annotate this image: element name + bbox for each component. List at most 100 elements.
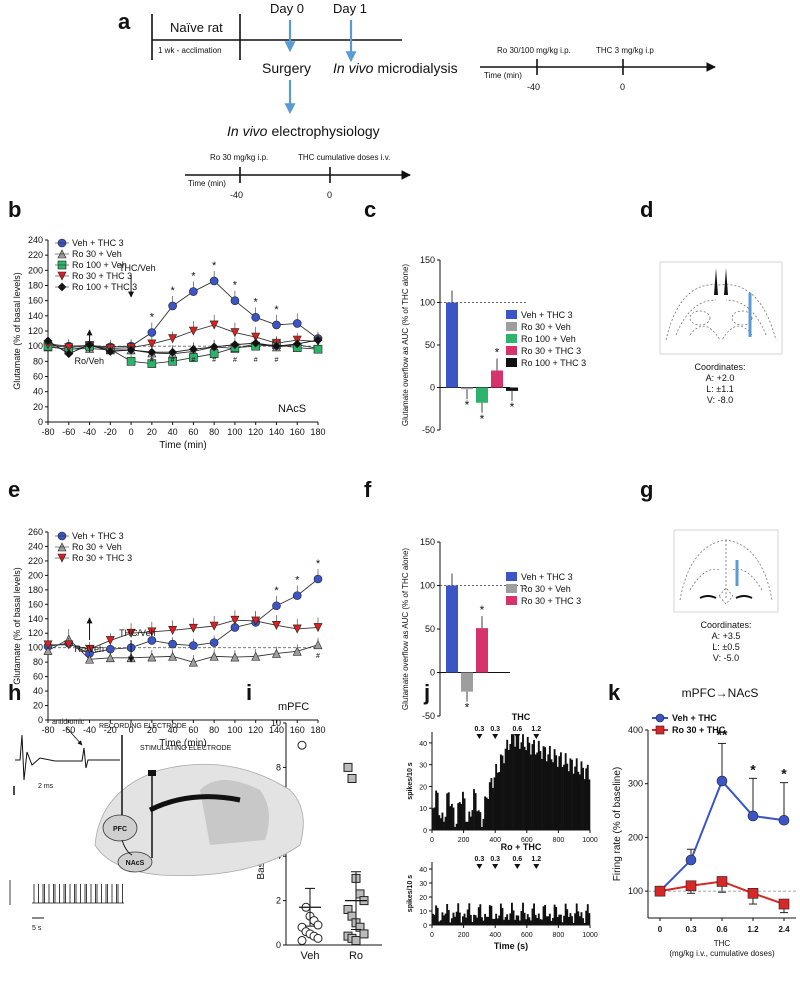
data-point bbox=[359, 929, 369, 939]
histogram-bin bbox=[501, 907, 504, 925]
histogram-bin bbox=[583, 922, 586, 925]
md-time-label: Time (min) bbox=[484, 71, 522, 80]
day0-label: Day 0 bbox=[270, 1, 304, 16]
bar bbox=[446, 302, 458, 388]
histogram-bin bbox=[522, 902, 524, 925]
histogram-bin bbox=[556, 917, 559, 925]
histogram-bin bbox=[454, 826, 456, 830]
histogram-bin bbox=[544, 904, 547, 925]
data-point bbox=[147, 652, 157, 662]
x-tick-label: -80 bbox=[41, 427, 54, 437]
x-tick-label: -20 bbox=[104, 427, 117, 437]
histogram-bin bbox=[563, 915, 566, 925]
legend-swatch bbox=[506, 572, 517, 581]
bar bbox=[476, 387, 488, 403]
histogram-bin bbox=[525, 919, 528, 925]
data-point bbox=[168, 357, 177, 366]
y-tick-label: 0 bbox=[276, 940, 281, 950]
dose-label: 0.6 bbox=[512, 726, 522, 733]
dose-label: 1.2 bbox=[531, 856, 541, 863]
histogram-bin bbox=[583, 779, 586, 830]
data-point bbox=[147, 339, 157, 349]
chart-f: -50 0 50 100 150 Glutamate overflow as AUC (%… bbox=[401, 537, 581, 721]
histogram-bin bbox=[548, 745, 551, 830]
y-tick-label: 400 bbox=[628, 725, 643, 735]
histogram-bin bbox=[463, 913, 466, 925]
data-point bbox=[778, 898, 790, 910]
chart-c: -50 0 50 100 150 Glutamate overflow as AUC (%… bbox=[401, 255, 586, 435]
histogram-bin bbox=[588, 913, 591, 925]
data-point bbox=[209, 638, 219, 647]
y-axis-title: Glutamate overflow as AUC (% of THC alon… bbox=[401, 264, 410, 426]
y-tick-label: 0 bbox=[430, 668, 435, 678]
fiber-tract bbox=[148, 794, 241, 813]
histogram-bin bbox=[492, 918, 494, 925]
x-tick-label: 0 bbox=[129, 427, 134, 437]
histogram-bin bbox=[493, 918, 496, 925]
histogram-bin bbox=[504, 917, 507, 925]
y-tick-label: 20 bbox=[33, 701, 43, 711]
data-point bbox=[251, 313, 260, 322]
histogram-bin bbox=[504, 748, 507, 830]
y-axis-title: spikes/10 s bbox=[407, 762, 414, 799]
data-point bbox=[230, 340, 240, 350]
sig-star: * bbox=[480, 603, 485, 617]
histogram-bin bbox=[548, 913, 551, 925]
sig-star: * bbox=[316, 558, 321, 570]
dose-label: 0.6 bbox=[512, 856, 522, 863]
region-label: NAcS bbox=[278, 403, 306, 415]
sig-star: * bbox=[510, 400, 515, 414]
recording-label: RECORDING ELECTRODE bbox=[99, 723, 187, 730]
histogram-bin bbox=[446, 903, 449, 925]
histogram-bin bbox=[441, 812, 444, 830]
dose-marker bbox=[476, 864, 483, 869]
legend-swatch bbox=[506, 334, 517, 343]
x-tick-label: 800 bbox=[553, 932, 565, 939]
histogram-bin bbox=[569, 758, 572, 830]
histogram-bin bbox=[435, 905, 438, 925]
legend-label: Veh + THC 3 bbox=[72, 531, 124, 541]
histogram-bin bbox=[553, 749, 556, 830]
histogram-bin bbox=[529, 754, 532, 830]
region-label: mPFC bbox=[278, 701, 309, 713]
histogram-bin bbox=[518, 920, 521, 925]
histogram-bin bbox=[541, 758, 543, 830]
bar bbox=[476, 628, 488, 673]
y-tick-label: 150 bbox=[420, 537, 435, 547]
x-tick-label: 20 bbox=[147, 725, 157, 735]
y-tick-label: 220 bbox=[28, 556, 43, 566]
histogram-bin bbox=[552, 762, 554, 830]
data-point bbox=[209, 320, 219, 330]
panel-letter-j: j bbox=[423, 680, 430, 705]
y-axis-title: spikes/10 s bbox=[407, 875, 414, 912]
data-point bbox=[168, 651, 178, 661]
histogram-bin bbox=[575, 903, 578, 925]
legend-swatch bbox=[506, 596, 517, 605]
y-tick-label: 10 bbox=[419, 909, 427, 916]
y-tick-label: 20 bbox=[419, 784, 427, 791]
data-point bbox=[188, 657, 198, 667]
bar bbox=[491, 370, 503, 388]
sig-star: * bbox=[465, 398, 470, 412]
data-point bbox=[747, 887, 759, 899]
coord-v-g: V: -5.0 bbox=[713, 653, 739, 663]
projection-arrow bbox=[121, 839, 133, 856]
histogram-bin bbox=[511, 734, 513, 830]
histogram-bin bbox=[443, 915, 445, 925]
histogram-bin bbox=[454, 916, 456, 925]
histogram-bin bbox=[488, 905, 491, 925]
scale-5s: 5 s bbox=[32, 925, 42, 932]
chart-e: 020406080100120140160180200220240260-80-… bbox=[12, 527, 326, 749]
histogram-bin bbox=[449, 806, 452, 830]
histogram-bin bbox=[572, 773, 575, 830]
y-axis-title: Glutamate (% of basal levels) bbox=[12, 272, 22, 390]
x-tick-label: 20 bbox=[147, 427, 157, 437]
y-tick-label: 200 bbox=[28, 570, 43, 580]
x-tick-label: 160 bbox=[290, 725, 305, 735]
histogram-bin bbox=[586, 764, 589, 830]
x-tick-label: 80 bbox=[209, 427, 219, 437]
data-point bbox=[271, 620, 281, 630]
histogram-bin bbox=[534, 914, 537, 925]
sig-star: * bbox=[781, 766, 787, 782]
histogram-bin bbox=[537, 740, 540, 830]
